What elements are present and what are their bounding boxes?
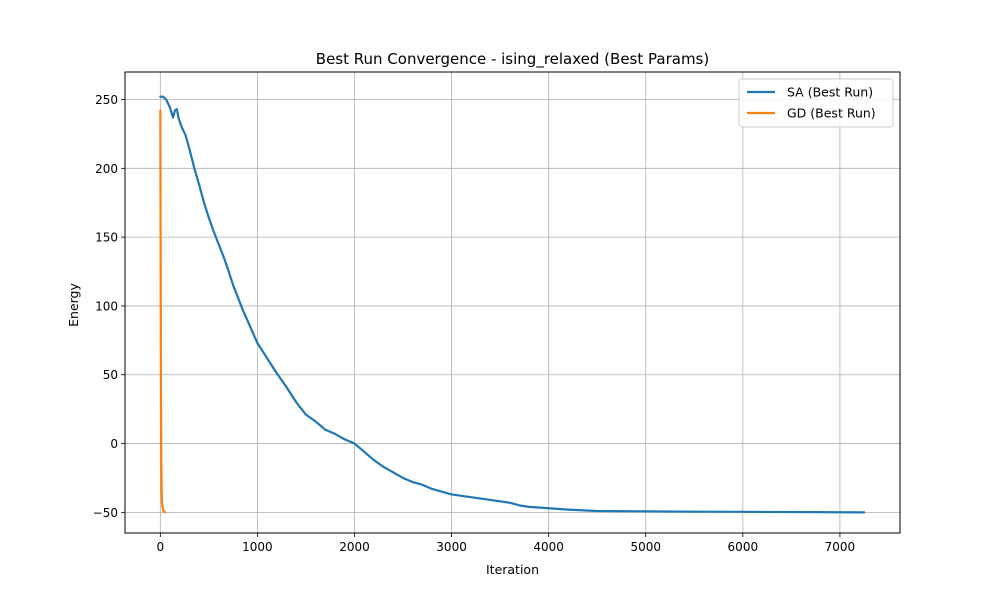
- legend-label: SA (Best Run): [787, 85, 873, 100]
- legend: SA (Best Run) GD (Best Run): [738, 78, 894, 128]
- x-tick-label: 4000: [533, 540, 564, 554]
- x-tick-label: 2000: [339, 540, 370, 554]
- grid-lines: [125, 72, 900, 533]
- y-tick-label: 0: [110, 437, 118, 451]
- series-line-sa-best-run: [159, 95, 866, 514]
- plot-series: [159, 95, 866, 514]
- plot-frame: [124, 71, 901, 534]
- x-tick-label: 0: [157, 540, 165, 554]
- legend-label: GD (Best Run): [787, 106, 876, 121]
- y-tick-label: 50: [103, 368, 118, 382]
- x-tick-label: 5000: [630, 540, 661, 554]
- axis-ticks: 0 1000 2000 3000 4000 5000 6000 7000 −50 0 50 100 15…: [93, 93, 856, 554]
- x-tick-label: 1000: [242, 540, 273, 554]
- y-tick-label: 150: [95, 231, 118, 245]
- y-axis-label: Energy: [66, 283, 81, 327]
- chart-title: Best Run Convergence - ising_relaxed (Be…: [316, 50, 709, 69]
- y-tick-label: 250: [95, 93, 118, 107]
- y-tick-label: 100: [95, 299, 118, 313]
- x-tick-label: 6000: [728, 540, 759, 554]
- series-line-gd-best-run: [159, 109, 167, 514]
- x-axis-label: Iteration: [486, 562, 539, 577]
- x-tick-label: 7000: [825, 540, 856, 554]
- y-tick-label: −50: [93, 506, 118, 520]
- x-tick-label: 3000: [436, 540, 467, 554]
- y-tick-label: 200: [95, 162, 118, 176]
- legend-box: [738, 78, 894, 128]
